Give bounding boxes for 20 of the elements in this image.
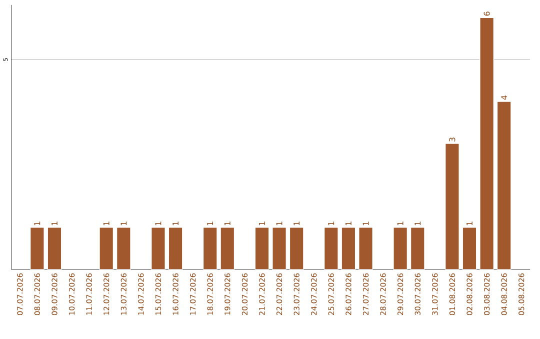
bar bbox=[116, 226, 131, 270]
bar bbox=[99, 226, 114, 270]
bar bbox=[341, 226, 356, 270]
bar bbox=[202, 226, 218, 270]
bar bbox=[150, 226, 166, 270]
bar bbox=[479, 17, 494, 270]
bar bbox=[444, 142, 460, 270]
bar bbox=[410, 226, 425, 270]
bar bbox=[358, 226, 374, 270]
bar bbox=[393, 226, 408, 270]
bar bbox=[324, 226, 338, 270]
bar bbox=[254, 226, 270, 270]
bar bbox=[168, 226, 183, 270]
bar bbox=[462, 226, 477, 270]
bar bbox=[47, 226, 62, 270]
bar bbox=[289, 226, 304, 270]
bar bbox=[272, 226, 287, 270]
bar bbox=[220, 226, 235, 270]
bar bbox=[30, 226, 45, 270]
bar bbox=[496, 101, 512, 270]
